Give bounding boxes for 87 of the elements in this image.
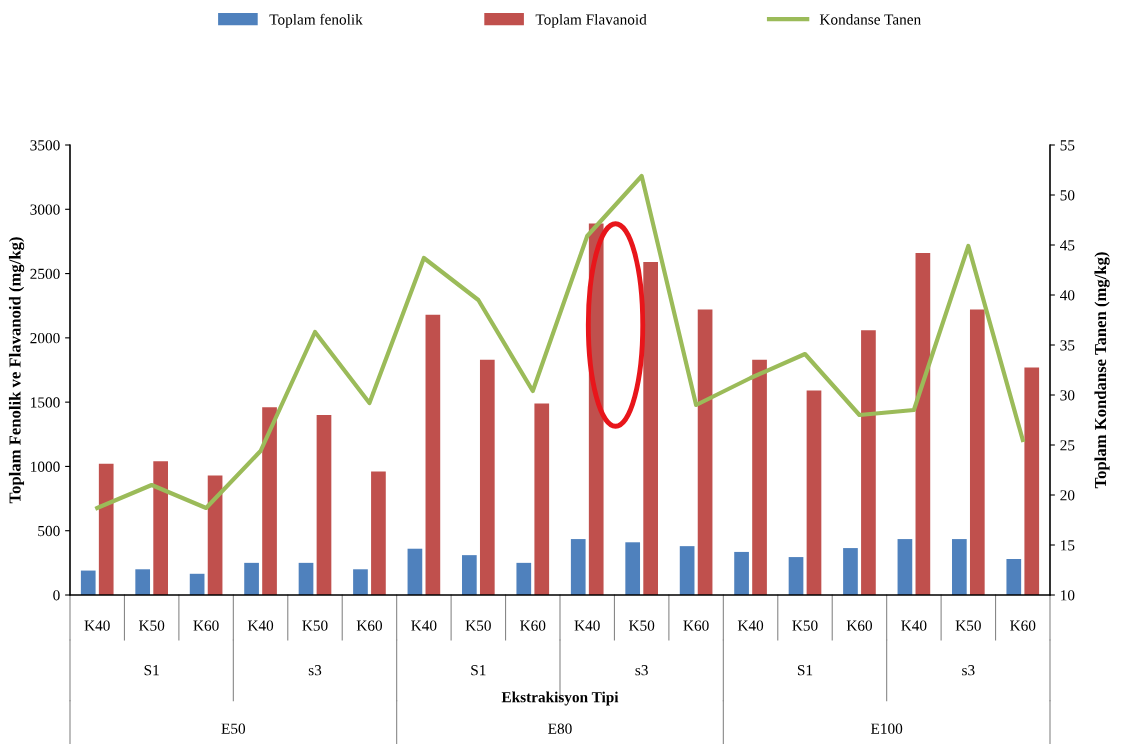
bar	[516, 562, 532, 595]
x-tick-label: K50	[138, 620, 165, 631]
bar	[788, 557, 804, 595]
y-tick-label: 0	[53, 590, 60, 601]
bar	[752, 359, 767, 595]
bar	[952, 539, 967, 595]
text: S1	[471, 665, 486, 676]
text: s3	[308, 665, 322, 676]
bar	[462, 555, 477, 595]
bar	[534, 403, 550, 595]
x-tick-label: K60	[1010, 620, 1036, 631]
y-tick-label: 2500	[30, 268, 60, 280]
x-tick-label: K60	[356, 620, 383, 631]
bar	[1024, 367, 1040, 595]
bar	[897, 539, 913, 595]
bar	[969, 309, 985, 595]
bar	[643, 262, 658, 595]
bar	[806, 390, 822, 595]
y2-tick-label: 30	[1060, 390, 1075, 401]
x-tick-label: K50	[465, 620, 491, 631]
bar	[353, 569, 368, 595]
y-tick-label: 500	[38, 525, 60, 537]
bar	[843, 548, 858, 595]
y2-tick-label: 25	[1060, 440, 1075, 451]
y2-tick-label: 20	[1060, 490, 1075, 501]
x-tick-label: K60	[520, 620, 546, 631]
text: s3	[635, 665, 648, 676]
x-tick-label: K40	[901, 620, 927, 631]
x-tick-label: K40	[247, 620, 274, 631]
bar	[298, 562, 314, 595]
x-tick-label: K50	[302, 620, 328, 631]
bar	[479, 359, 495, 595]
bar	[679, 546, 695, 595]
y2-tick-label: 10	[1061, 590, 1075, 601]
legend-label: Toplam fenolik	[269, 13, 363, 28]
y2-tick-label: 50	[1060, 190, 1075, 201]
bar	[316, 415, 332, 595]
y-tick-label: 2000	[30, 333, 60, 344]
legend-label: Kondanse Tanen	[819, 13, 921, 25]
y-axis-title: Toplam Fenolik ve Flavanoid (mg/kg)	[8, 237, 25, 504]
x-tick-label: K60	[846, 620, 873, 631]
bar	[371, 471, 386, 595]
bar	[425, 314, 441, 595]
y2-tick-label: 40	[1060, 290, 1075, 301]
bar	[1006, 559, 1022, 595]
x-tick-label: K60	[683, 620, 709, 631]
text: E100	[870, 723, 903, 734]
bar	[135, 569, 151, 595]
x-tick-label: K60	[193, 620, 219, 631]
line-series	[95, 173, 1025, 511]
y-tick-label: 3000	[30, 204, 60, 215]
text: E50	[221, 723, 246, 734]
x-tick-label: K40	[411, 620, 437, 631]
x-tick-label: K40	[737, 620, 764, 631]
text: E80	[548, 723, 572, 734]
bar	[262, 407, 277, 595]
x-tick-label: K50	[955, 620, 981, 631]
bar	[80, 570, 96, 595]
bar	[734, 551, 749, 595]
text: s3	[962, 665, 975, 676]
y2-tick-label: 45	[1060, 240, 1075, 251]
bar	[407, 548, 423, 595]
x-tick-label: K40	[84, 620, 110, 631]
y2-tick-label: 55	[1060, 140, 1075, 151]
bar	[207, 475, 223, 595]
x-tick-label: K40	[574, 620, 600, 631]
x-axis-title: Ekstrakisyon Tipi	[501, 691, 619, 706]
bar	[915, 253, 931, 595]
text: S1	[797, 665, 813, 676]
y-tick-label: 3500	[30, 140, 60, 151]
bar	[570, 539, 586, 595]
y2-axis-title: Toplam Kondanse Tanen (mg/kg)	[1094, 252, 1110, 489]
text: S1	[144, 665, 159, 676]
bar	[625, 542, 641, 595]
bar	[244, 562, 259, 595]
bar	[189, 573, 205, 595]
bar	[98, 463, 114, 595]
legend-label: Toplam Flavanoid	[535, 13, 647, 28]
x-tick-label: K50	[628, 620, 655, 631]
bar	[697, 309, 713, 595]
bar	[861, 330, 876, 595]
bar	[153, 461, 168, 595]
x-tick-label: K50	[792, 620, 818, 631]
y-tick-label: 1500	[31, 397, 60, 408]
y-tick-label: 1000	[31, 461, 60, 472]
y2-tick-label: 35	[1060, 340, 1075, 351]
y2-tick-label: 15	[1061, 540, 1075, 551]
